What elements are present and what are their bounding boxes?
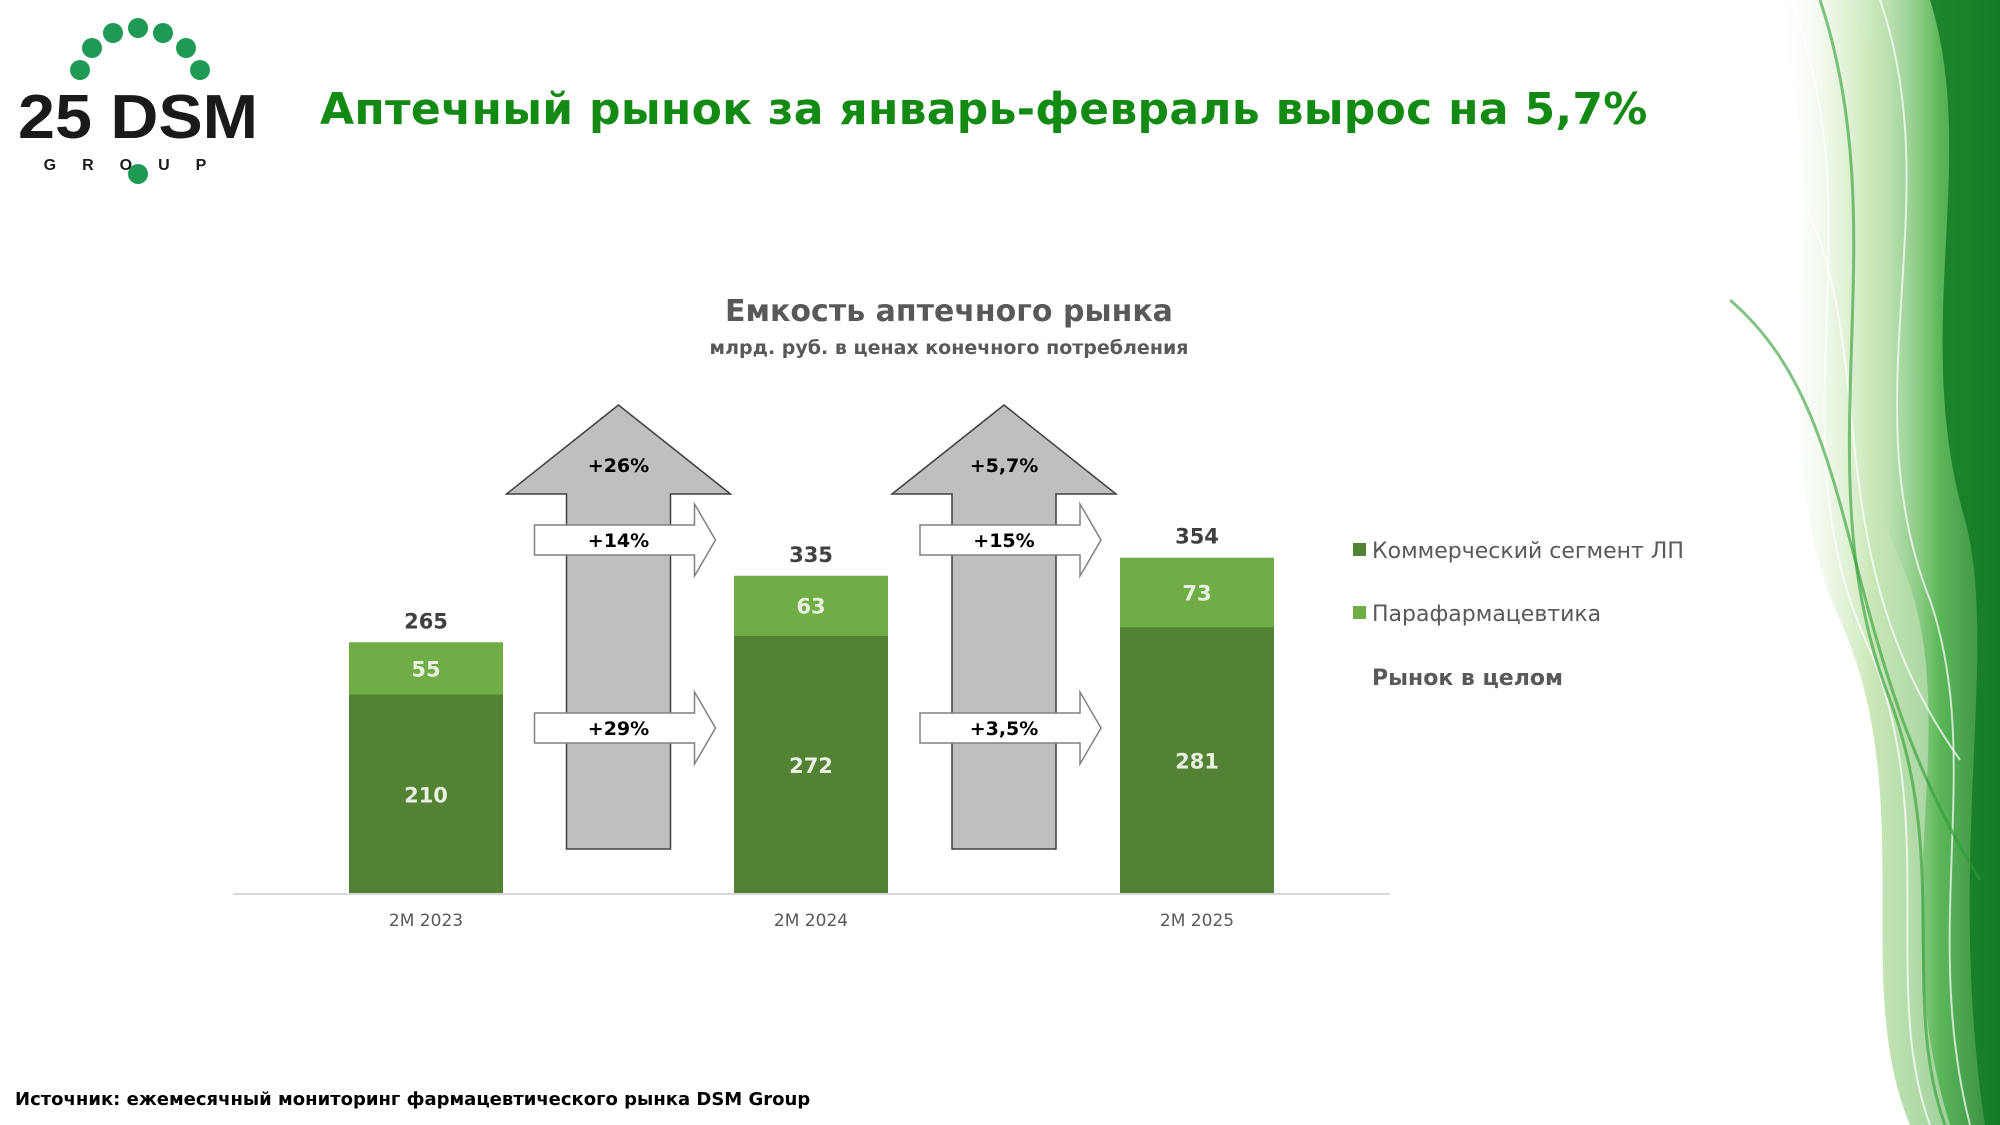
growth-arrows: +26% +14% +29% +5,7% +15% +3,5% xyxy=(504,404,1119,850)
x-tick-label: 2М 2023 xyxy=(389,911,463,931)
bars: 210 55 265 272 63 335 281 73 354 xyxy=(349,525,1274,894)
bar-parapharm xyxy=(349,642,503,695)
commercial-value-label: 272 xyxy=(789,754,833,778)
dsm-group-logo: 25 DSM GROUP xyxy=(18,18,258,184)
parapharm-growth-arrow xyxy=(919,501,1102,579)
commercial-growth-label: +3,5% xyxy=(970,718,1039,740)
chart-subtitle: млрд. руб. в ценах конечного потребления xyxy=(710,337,1189,359)
page-title: Аптечный рынок за январь-февраль вырос н… xyxy=(320,84,1648,135)
commercial-growth-label: +29% xyxy=(588,718,649,740)
legend-parapharm-label: Парафармацевтика xyxy=(1372,602,1601,627)
source-note: Источник: ежемесячный мониторинг фармаце… xyxy=(15,1089,811,1110)
x-tick-label: 2М 2024 xyxy=(774,911,848,931)
chart-title: Емкость аптечного рынка xyxy=(725,294,1173,329)
parapharm-growth-label: +15% xyxy=(973,530,1034,552)
x-tick-label: 2М 2025 xyxy=(1160,911,1234,931)
legend-commercial-swatch xyxy=(1353,543,1366,556)
total-growth-arrow xyxy=(504,404,733,850)
bar-commercial xyxy=(734,635,888,894)
total-value-label: 265 xyxy=(404,609,448,633)
x-axis-ticks: 2М 2023 2М 2024 2М 2025 xyxy=(389,911,1234,931)
logo-subtext: GROUP xyxy=(44,157,233,174)
total-value-label: 354 xyxy=(1175,525,1219,549)
total-growth-label: +5,7% xyxy=(970,455,1039,477)
legend-total-label: Рынок в целом xyxy=(1372,666,1563,691)
total-growth-arrow xyxy=(889,404,1119,850)
total-value-label: 335 xyxy=(789,543,833,567)
legend-parapharm-swatch xyxy=(1353,606,1366,619)
bar-parapharm xyxy=(1120,557,1274,628)
parapharm-growth-label: +14% xyxy=(588,530,649,552)
bar-commercial xyxy=(349,694,503,894)
commercial-value-label: 281 xyxy=(1175,750,1219,774)
parapharm-value-label: 55 xyxy=(411,657,440,681)
total-growth-label: +26% xyxy=(588,455,649,477)
chart-legend: Коммерческий сегмент ЛП Парафармацевтика Р… xyxy=(1353,539,1684,691)
bar-commercial xyxy=(1120,627,1274,894)
commercial-value-label: 210 xyxy=(404,783,448,807)
logo-text: 25 DSM xyxy=(18,83,258,152)
legend-commercial-label: Коммерческий сегмент ЛП xyxy=(1372,539,1684,564)
bar-parapharm xyxy=(734,575,888,636)
parapharm-value-label: 73 xyxy=(1182,581,1211,605)
parapharm-growth-arrow xyxy=(533,501,717,579)
parapharm-value-label: 63 xyxy=(796,595,825,619)
commercial-growth-arrow xyxy=(919,689,1102,767)
commercial-growth-arrow xyxy=(533,689,717,767)
decorative-green-swirl xyxy=(1730,0,2000,1125)
